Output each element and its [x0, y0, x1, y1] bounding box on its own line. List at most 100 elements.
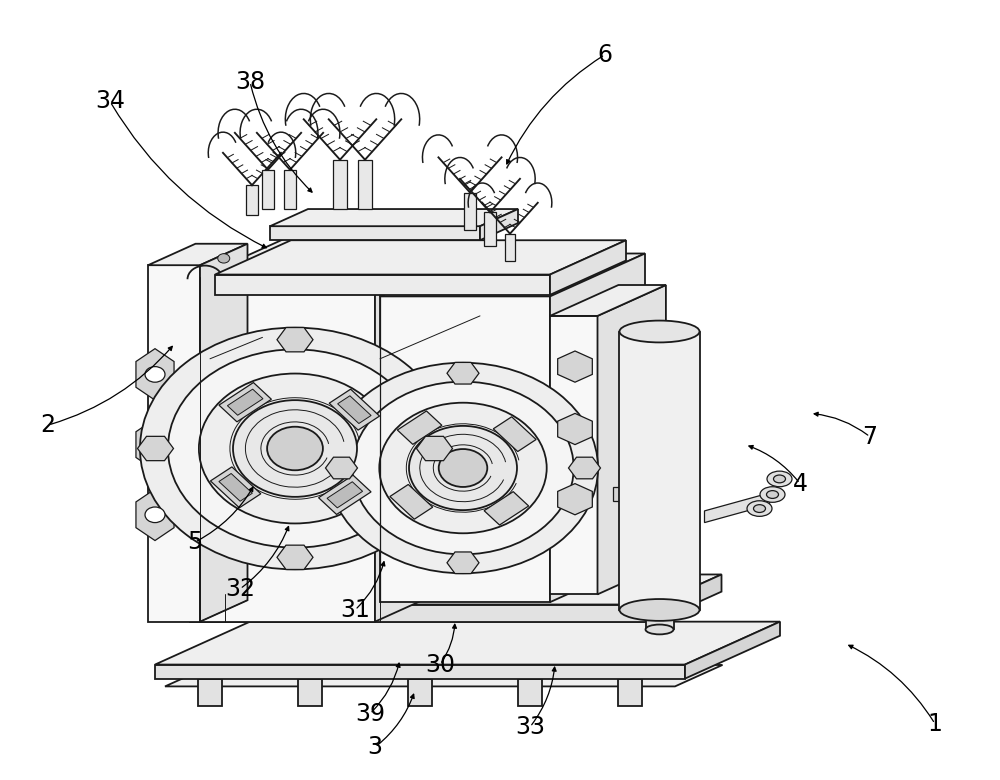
Polygon shape: [298, 665, 351, 679]
Polygon shape: [558, 413, 592, 445]
Polygon shape: [319, 475, 371, 515]
Polygon shape: [619, 332, 700, 610]
Polygon shape: [136, 489, 174, 541]
Polygon shape: [704, 493, 770, 523]
Circle shape: [168, 349, 422, 548]
Circle shape: [328, 363, 598, 573]
Polygon shape: [550, 254, 645, 602]
Polygon shape: [219, 382, 271, 422]
Circle shape: [145, 367, 165, 382]
Text: 39: 39: [355, 702, 385, 725]
Polygon shape: [329, 389, 380, 430]
Polygon shape: [137, 436, 174, 461]
Polygon shape: [464, 193, 476, 230]
Polygon shape: [270, 209, 518, 226]
Polygon shape: [518, 679, 542, 706]
Text: 30: 30: [425, 653, 455, 676]
Text: 38: 38: [235, 70, 265, 94]
Text: 33: 33: [515, 715, 545, 739]
Polygon shape: [380, 254, 645, 296]
Circle shape: [140, 328, 450, 569]
Polygon shape: [277, 545, 313, 569]
Polygon shape: [165, 665, 722, 686]
Polygon shape: [148, 243, 248, 265]
Polygon shape: [198, 679, 222, 706]
Circle shape: [233, 400, 357, 497]
Polygon shape: [136, 349, 174, 400]
Polygon shape: [646, 610, 674, 629]
Ellipse shape: [760, 487, 785, 502]
Ellipse shape: [620, 321, 700, 342]
Polygon shape: [262, 170, 274, 209]
Polygon shape: [558, 484, 592, 515]
Polygon shape: [550, 285, 666, 316]
Polygon shape: [358, 160, 372, 209]
Polygon shape: [484, 212, 496, 246]
Polygon shape: [408, 665, 460, 679]
Polygon shape: [190, 574, 722, 605]
Polygon shape: [550, 240, 626, 295]
Text: 5: 5: [187, 530, 203, 554]
Polygon shape: [277, 328, 313, 352]
Circle shape: [218, 254, 230, 263]
Polygon shape: [148, 265, 200, 622]
Polygon shape: [190, 604, 655, 622]
Polygon shape: [598, 285, 666, 594]
Polygon shape: [227, 389, 263, 415]
Polygon shape: [215, 275, 550, 295]
Circle shape: [145, 507, 165, 523]
Polygon shape: [200, 234, 470, 277]
Ellipse shape: [754, 505, 766, 512]
Circle shape: [199, 374, 391, 523]
Ellipse shape: [646, 625, 674, 634]
Circle shape: [145, 437, 165, 452]
Polygon shape: [270, 226, 480, 240]
Polygon shape: [200, 277, 375, 622]
Ellipse shape: [767, 471, 792, 487]
Polygon shape: [685, 622, 780, 679]
Polygon shape: [284, 170, 296, 209]
Polygon shape: [155, 665, 685, 679]
Polygon shape: [338, 395, 371, 424]
Text: 7: 7: [862, 425, 878, 448]
Text: 3: 3: [368, 736, 382, 759]
Polygon shape: [480, 209, 518, 240]
Polygon shape: [397, 411, 442, 445]
Polygon shape: [210, 467, 261, 508]
Circle shape: [409, 426, 517, 510]
Polygon shape: [198, 665, 250, 679]
Polygon shape: [484, 491, 529, 525]
Polygon shape: [618, 665, 670, 679]
Polygon shape: [390, 484, 433, 519]
Polygon shape: [408, 679, 432, 706]
Polygon shape: [505, 234, 515, 261]
Text: 1: 1: [928, 712, 942, 736]
Polygon shape: [155, 622, 780, 665]
Polygon shape: [447, 363, 479, 384]
Polygon shape: [219, 473, 252, 502]
Polygon shape: [327, 482, 363, 508]
Polygon shape: [493, 417, 536, 452]
Text: 4: 4: [792, 472, 808, 495]
Polygon shape: [215, 240, 626, 275]
Circle shape: [267, 427, 323, 470]
Ellipse shape: [767, 491, 778, 498]
Polygon shape: [558, 351, 592, 382]
Text: 6: 6: [598, 43, 612, 66]
Ellipse shape: [774, 475, 786, 483]
Text: 31: 31: [340, 598, 370, 622]
Polygon shape: [618, 679, 642, 706]
Circle shape: [379, 402, 547, 534]
Ellipse shape: [620, 599, 700, 621]
Polygon shape: [246, 185, 258, 215]
Polygon shape: [612, 487, 635, 501]
Circle shape: [352, 381, 574, 555]
Text: 34: 34: [95, 90, 125, 113]
Polygon shape: [326, 457, 358, 479]
Text: 2: 2: [40, 413, 56, 437]
Polygon shape: [136, 419, 174, 470]
Polygon shape: [333, 160, 347, 209]
Polygon shape: [375, 234, 470, 622]
Polygon shape: [655, 574, 722, 622]
Ellipse shape: [747, 501, 772, 516]
